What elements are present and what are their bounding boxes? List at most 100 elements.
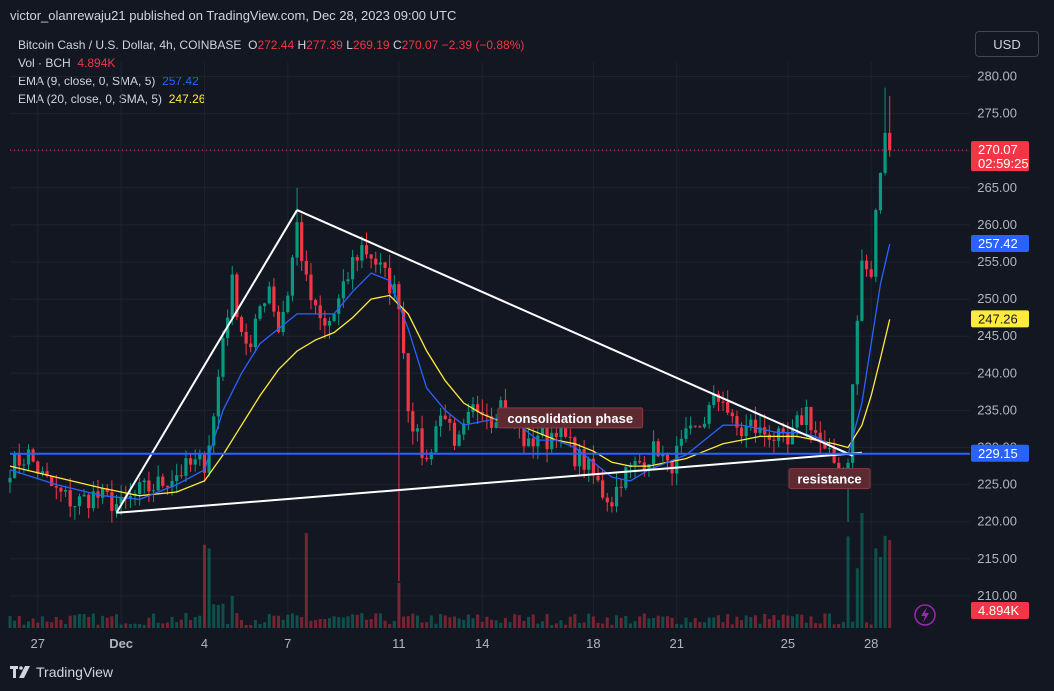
volume-bar xyxy=(601,623,605,628)
annotation-box[interactable] xyxy=(788,468,871,490)
volume-bar xyxy=(434,623,438,628)
lightning-icon[interactable] xyxy=(914,604,936,626)
y-tick-label: 245.00 xyxy=(977,328,1017,343)
close-label: C xyxy=(392,38,402,52)
volume-bar xyxy=(855,568,859,628)
ema20-line xyxy=(9,294,891,497)
last-price-label-box xyxy=(971,141,1029,172)
volume-bar xyxy=(212,604,216,628)
tradingview-logo-icon xyxy=(10,666,30,678)
volume-bar xyxy=(8,615,12,628)
candle-body xyxy=(684,428,688,439)
volume-bar xyxy=(101,615,105,628)
candle-body xyxy=(874,210,878,277)
candle-body xyxy=(763,427,767,435)
candle-body xyxy=(582,449,586,470)
candle-body xyxy=(207,445,211,473)
y-tick-label: 255.00 xyxy=(977,254,1017,269)
volume-bar xyxy=(462,619,466,628)
volume-bar xyxy=(814,623,818,628)
volume-bar xyxy=(758,623,762,628)
volume-bar xyxy=(457,618,461,628)
candle-body xyxy=(267,286,271,304)
candle-body xyxy=(392,284,396,294)
symbol-name[interactable]: Bitcoin Cash / U.S. Dollar, 4h, COINBASE xyxy=(18,38,242,52)
candle-body xyxy=(564,422,568,437)
candle-body xyxy=(665,454,670,461)
candle-body xyxy=(309,274,313,301)
candle-body xyxy=(378,262,382,265)
volume-bar xyxy=(170,616,174,628)
candle-body xyxy=(781,428,785,433)
candle-body xyxy=(651,441,656,465)
volume-bar xyxy=(73,615,77,628)
candle-body xyxy=(420,428,424,458)
volume-bar xyxy=(865,622,869,628)
volume-bar xyxy=(258,623,262,628)
volume-bar xyxy=(832,624,836,628)
x-tick-label: 21 xyxy=(669,636,683,651)
candle-body xyxy=(726,401,730,413)
candle-body xyxy=(526,438,531,447)
candle-body xyxy=(300,222,304,261)
volume-bar xyxy=(114,614,118,628)
candle-body xyxy=(82,494,86,497)
volume-value: 4.894K xyxy=(77,56,116,70)
trendline[interactable] xyxy=(116,451,863,514)
candle-body xyxy=(837,462,841,474)
volume-bar xyxy=(735,616,739,628)
trendline[interactable] xyxy=(115,209,298,514)
candle-body xyxy=(554,432,558,438)
ema20-price-label-box xyxy=(971,310,1029,328)
volume-bar xyxy=(82,614,86,628)
candle-body xyxy=(341,281,345,299)
candle-body xyxy=(591,458,595,476)
candle-body xyxy=(142,480,146,483)
candle-body xyxy=(346,279,350,282)
volume-bar xyxy=(624,615,628,628)
candle-body xyxy=(54,486,58,488)
volume-bar xyxy=(40,616,44,628)
candle-body xyxy=(114,504,119,511)
legend-volume-row[interactable]: Vol · BCH 4.894K xyxy=(18,54,524,72)
candle-body xyxy=(50,476,54,487)
volume-bar xyxy=(823,613,827,628)
candle-body xyxy=(188,458,193,465)
currency-button[interactable]: USD xyxy=(975,31,1039,57)
volume-bar xyxy=(749,617,753,628)
volume-bar xyxy=(27,621,31,628)
candle-body xyxy=(809,406,813,431)
volume-bar xyxy=(244,624,248,628)
trendline[interactable] xyxy=(296,209,854,457)
volume-bar xyxy=(638,616,642,628)
volume-bar xyxy=(730,624,734,628)
candle-body xyxy=(596,475,600,481)
volume-bar xyxy=(406,616,410,628)
candle-body xyxy=(855,320,859,385)
volume-bar xyxy=(202,544,206,628)
annotation-box[interactable] xyxy=(497,407,644,429)
volume-bar xyxy=(670,617,674,628)
candle-body xyxy=(383,262,387,268)
candle-body xyxy=(22,464,26,466)
volume-bar xyxy=(156,622,160,628)
volume-bar xyxy=(110,616,114,628)
volume-bar xyxy=(693,618,697,628)
candle-body xyxy=(244,331,248,344)
candle-body xyxy=(434,426,438,453)
volume-bar xyxy=(647,618,651,628)
volume-bar xyxy=(740,620,744,628)
volume-bar xyxy=(522,620,526,628)
volume-bar xyxy=(554,623,558,628)
candle-body xyxy=(698,426,702,428)
candle-body xyxy=(638,460,642,463)
candle-body xyxy=(235,274,239,318)
volume-bar xyxy=(540,621,544,628)
volume-bar xyxy=(332,616,336,628)
candle-body xyxy=(73,506,77,508)
legend-ema20-row[interactable]: EMA (20, close, 0, SMA, 5) 247.26 xyxy=(18,90,524,108)
x-tick-label: 25 xyxy=(781,636,795,651)
candle-body xyxy=(212,416,216,446)
candle-body xyxy=(457,434,461,446)
